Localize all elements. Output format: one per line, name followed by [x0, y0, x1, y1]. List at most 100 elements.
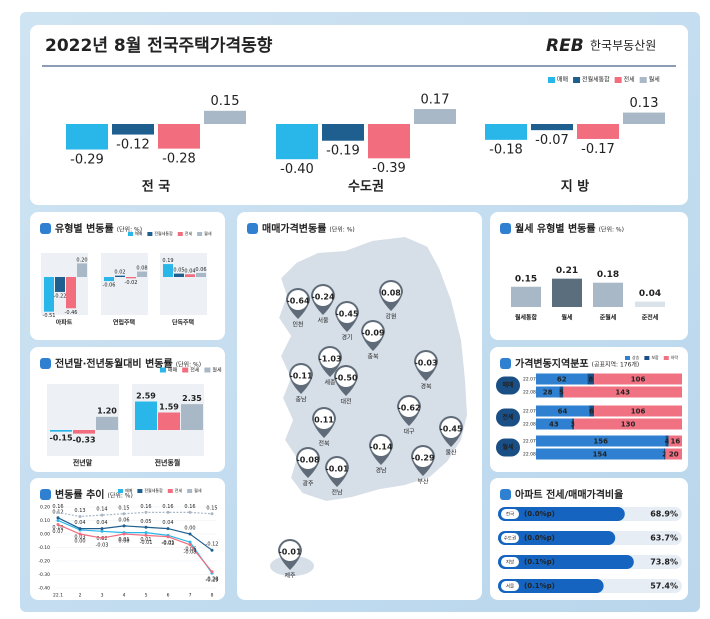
data-label: 143 [615, 389, 630, 397]
data-label: 0.15 [211, 94, 240, 109]
data-label: 63.7% [650, 534, 678, 543]
panel-unit: (단위: %) [117, 226, 142, 234]
map-value: -0.29 [411, 454, 434, 463]
category-label: 전년말 [73, 458, 93, 467]
legend-swatch [197, 232, 203, 236]
point [56, 523, 60, 527]
data-label: 1.20 [97, 407, 117, 416]
map-pin-face [313, 286, 333, 306]
page-title: 2022년 8월 전국주택가격동향 [45, 35, 273, 56]
legend-swatch [625, 356, 630, 360]
panel-title: 유형별 변동률 [55, 222, 114, 235]
data-label: -0.12 [206, 542, 219, 548]
point [100, 527, 104, 531]
panel-unit: (단위: %) [107, 492, 132, 500]
category-label: 연립주택 [113, 319, 135, 327]
map-region: 서울 [317, 317, 329, 325]
map-region: 경기 [341, 334, 352, 342]
point [188, 540, 192, 544]
bar [577, 124, 619, 139]
bar [498, 579, 604, 593]
data-label: 0.06 [118, 517, 129, 523]
point [122, 524, 126, 528]
panel [30, 478, 225, 600]
bar [196, 272, 206, 277]
data-label: -0.29 [206, 578, 219, 584]
data-label: -0.03 [96, 543, 109, 549]
point [122, 512, 126, 516]
bar-segment [594, 373, 682, 385]
data-label: -0.06 [184, 547, 197, 553]
x-tick-label: 5 [145, 593, 148, 599]
point [166, 510, 170, 514]
legend-label: 매매 [168, 367, 178, 374]
bar [368, 124, 410, 159]
data-label: 106 [631, 408, 646, 416]
map-value: 0.08 [381, 289, 401, 298]
map-value: -0.50 [334, 374, 357, 383]
bar [498, 531, 616, 545]
legend-swatch [639, 77, 647, 83]
legend-swatch [182, 367, 189, 373]
region-pill [501, 557, 519, 567]
data-label: 73.8% [650, 558, 678, 567]
category-label: 월세 [561, 314, 573, 322]
data-label: -0.02 [162, 541, 175, 547]
y-tick-label: 0.20 [40, 505, 50, 511]
period-label: 22.07 [523, 409, 536, 415]
bar [66, 277, 76, 309]
bar [204, 110, 246, 124]
legend-swatch [573, 77, 581, 83]
legend-label: 월세 [649, 76, 660, 84]
legend-swatch [147, 232, 153, 236]
data-label: 0.01 [118, 537, 129, 543]
line [57, 519, 213, 574]
bar-segment [668, 435, 682, 447]
data-label: 0.15 [515, 274, 537, 284]
data-label: 0.04 [639, 289, 661, 299]
data-label: 8 [588, 376, 593, 384]
bar [498, 507, 625, 521]
region-label: 전국 [506, 511, 514, 518]
panel-icon [500, 489, 511, 500]
x-tick-label: 6 [167, 593, 170, 599]
point [144, 533, 148, 537]
bar [104, 277, 114, 282]
data-label: 0.00 [184, 526, 195, 532]
x-tick-label: 2 [79, 593, 82, 599]
point [188, 543, 192, 547]
y-tick-label: -0.10 [38, 545, 50, 551]
data-label: -0.22 [54, 293, 67, 299]
category-label: 전년동월 [155, 458, 181, 467]
category-label: 월세통합 [515, 314, 538, 322]
data-label: 156 [593, 438, 608, 446]
logo: REB [546, 36, 584, 56]
map-value: -0.01 [278, 548, 301, 557]
data-label: 0.06 [195, 267, 206, 273]
bar [414, 109, 456, 124]
data-label: -0.08 [184, 549, 197, 555]
panel-title: 아파트 전세/매매가격비율 [515, 488, 623, 501]
map-pin-face [327, 458, 347, 478]
y-tick-label: -0.30 [38, 572, 50, 578]
point [144, 510, 148, 514]
change-label: (0.0%p) [524, 534, 555, 542]
data-label: 2.59 [136, 391, 156, 400]
bar-segment [536, 448, 664, 460]
map-region: 전남 [331, 489, 343, 497]
map-region: 광주 [302, 481, 314, 488]
map-region: 강원 [385, 313, 396, 321]
data-label: 0.04 [162, 520, 173, 526]
data-label: 0.16 [140, 504, 151, 510]
bar [485, 124, 527, 140]
data-label: -0.18 [489, 143, 523, 158]
data-label: -0.51 [43, 313, 56, 319]
data-label: 68.9% [650, 510, 678, 519]
legend-label: 하락 [671, 354, 679, 360]
data-label: 0.08 [136, 266, 147, 272]
bar [50, 430, 72, 432]
data-label: 57.4% [650, 582, 678, 591]
legend-label: 전월세통합 [144, 487, 163, 493]
data-label: 0.10 [52, 525, 63, 531]
